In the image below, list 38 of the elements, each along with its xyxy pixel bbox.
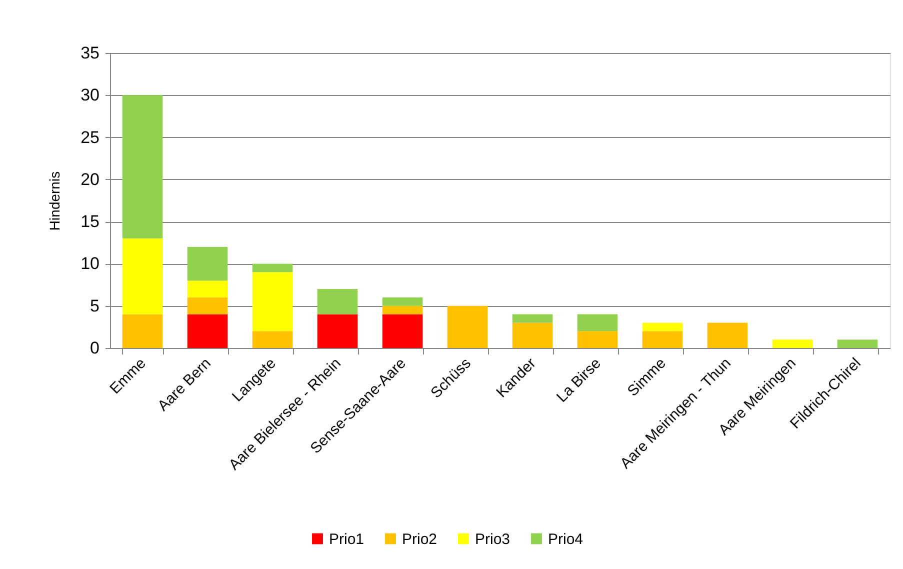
bar — [187, 246, 228, 281]
bar — [772, 340, 813, 348]
bar — [837, 340, 878, 348]
bar — [642, 331, 683, 348]
bar — [252, 331, 293, 348]
bar — [122, 238, 163, 314]
bar — [512, 322, 553, 348]
y-axis-title: Hindernis — [46, 171, 63, 231]
bar — [382, 306, 423, 314]
y-tick-label: 20 — [80, 170, 100, 189]
bar — [317, 314, 358, 348]
y-tick-label: 25 — [80, 128, 100, 147]
y-tick-label: 30 — [80, 86, 100, 105]
y-tick-label: 15 — [80, 212, 100, 232]
bar — [707, 322, 748, 348]
bar — [512, 314, 553, 323]
bar — [187, 314, 228, 348]
bar — [122, 314, 163, 348]
bar — [252, 272, 293, 332]
bar — [447, 306, 488, 348]
bar — [382, 297, 423, 306]
bar — [577, 314, 618, 332]
legend-label: Prio3 — [475, 530, 510, 548]
y-tick-label: 5 — [90, 296, 100, 316]
y-tick-label: 0 — [90, 338, 100, 358]
bar — [187, 280, 228, 298]
bar — [122, 95, 163, 238]
bar — [317, 289, 358, 314]
legend-label: Prio4 — [548, 530, 584, 548]
bar — [642, 322, 683, 332]
legend-label: Prio2 — [402, 530, 438, 548]
legend-label: Prio1 — [329, 530, 364, 548]
bar — [252, 264, 293, 272]
bar — [187, 297, 228, 314]
y-tick-label: 10 — [80, 254, 100, 274]
bar — [382, 314, 423, 348]
y-tick-label: 35 — [80, 44, 100, 62]
bar — [577, 331, 618, 348]
